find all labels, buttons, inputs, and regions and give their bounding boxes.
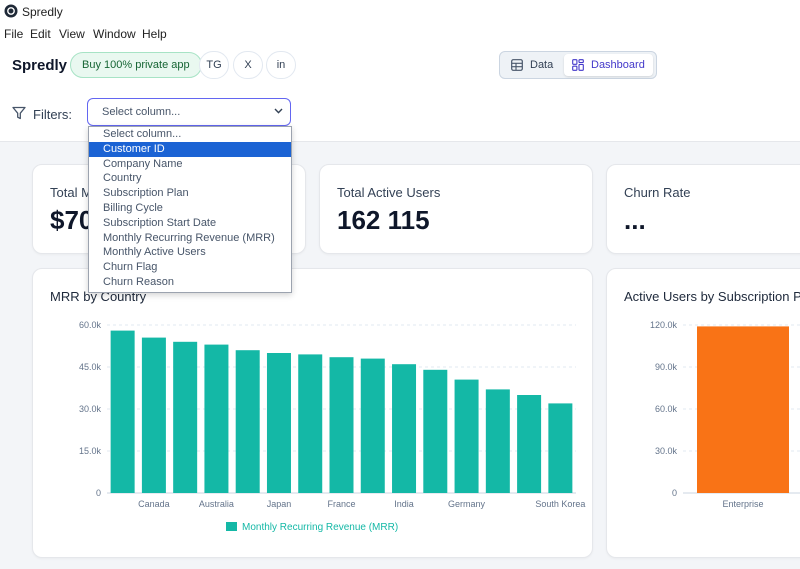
tab-dashboard[interactable]: Dashboard [564,54,653,76]
tab-dashboard-label: Dashboard [591,59,645,71]
bar-netherlands[interactable] [298,354,323,493]
kpi-value: $70 [50,205,94,235]
x-button[interactable]: X [233,51,263,79]
option-select-column[interactable]: Select column... [103,128,182,140]
y-tick-label: 60.0k [79,320,102,330]
option-subscription-plan[interactable]: Subscription Plan [103,187,189,200]
app-header: Spredly Buy 100% private app TG X in Dat… [0,44,800,87]
chart-card-mrr-by-country: MRR by Country 60.0k 45.0k 30.0k 15.0k 0 Cana… [32,268,593,558]
menu-edit[interactable]: Edit [30,27,51,41]
bar-germany[interactable] [454,379,479,493]
legend-swatch [226,522,237,531]
bar-enterprise[interactable] [697,326,789,493]
kpi-title: Total Active Users [337,185,441,200]
bar-united-states[interactable] [110,330,135,493]
kpi-value: 162 115 [337,205,430,235]
option-company-name[interactable]: Company Name [103,157,183,170]
bar-india[interactable] [392,364,417,493]
users-bar-chart: 120.0k 90.0k 60.0k 30.0k 0 Enterprise [650,320,800,509]
kpi-card-active-users: Total Active Users 162 115 [319,164,593,254]
bar-united-kingdom[interactable] [173,341,198,493]
menu-bar: File Edit View Window Help [0,24,800,44]
bar-south-korea[interactable] [548,403,573,493]
option-mrr[interactable]: Monthly Recurring Revenue (MRR) [103,231,275,244]
window-title: Spredly [22,5,63,19]
x-tick-label: Germany [448,499,486,509]
view-toggle: Data Dashboard [499,51,657,79]
buy-private-app-button[interactable]: Buy 100% private app [70,52,202,78]
bar-canada[interactable] [141,337,166,493]
y-tick-label: 15.0k [79,446,102,456]
table-icon [511,59,523,71]
kpi-title: Churn Rate [624,185,691,200]
menu-help[interactable]: Help [142,27,167,41]
tab-data-label: Data [530,59,554,71]
x-tick-label: France [327,499,355,509]
y-tick-label: 60.0k [655,404,678,414]
bar-italy[interactable] [517,395,542,493]
x-tick-label: Canada [138,499,170,509]
chart-card-users-by-plan: Active Users by Subscription Pla 120.0k 9… [606,268,800,558]
bar-brazil[interactable] [235,350,260,493]
chart-title: Active Users by Subscription Pla [624,289,800,304]
y-tick-label: 90.0k [655,362,678,372]
bar-france[interactable] [329,357,354,493]
telegram-button[interactable]: TG [199,51,229,79]
brand-title: Spredly [12,57,68,74]
bar-mexico[interactable] [360,358,385,493]
tab-data[interactable]: Data [503,54,561,76]
option-country[interactable]: Country [103,172,142,185]
option-monthly-active-users[interactable]: Monthly Active Users [103,246,206,259]
bar-australia[interactable] [204,344,229,493]
filter-column-select[interactable]: Select column... [87,98,291,126]
filter-select-value: Select column... [102,106,181,118]
chevron-down-icon [274,108,283,114]
window-titlebar: Spredly [0,0,800,24]
filter-label: Filters: [33,107,72,122]
bar-singapore[interactable] [485,389,510,493]
dashboard-icon [572,59,584,71]
y-tick-label: 30.0k [79,404,102,414]
option-billing-cycle[interactable]: Billing Cycle [103,202,163,214]
y-tick-label: 30.0k [655,446,678,456]
bar-japan[interactable] [266,353,291,493]
x-tick-label: Australia [199,499,234,509]
y-tick-label: 45.0k [79,362,102,372]
option-churn-reason[interactable]: Churn Reason [103,276,174,288]
app-logo-icon [4,4,18,18]
kpi-card-churn-rate: Churn Rate ... [606,164,800,254]
linkedin-button[interactable]: in [266,51,296,79]
menu-view[interactable]: View [59,27,85,41]
x-tick-label: Enterprise [722,499,763,509]
bar-spain[interactable] [423,369,448,493]
y-tick-label: 0 [96,488,101,498]
kpi-value: ... [624,205,646,235]
kpi-title: Total M [50,185,92,200]
option-customer-id[interactable]: Customer ID [89,141,291,157]
x-tick-label: India [394,499,414,509]
y-tick-label: 0 [672,488,677,498]
chart-legend[interactable]: Monthly Recurring Revenue (MRR) [226,522,398,533]
x-tick-label: South Korea [535,499,585,509]
menu-file[interactable]: File [4,27,24,41]
filter-column-dropdown: Select column... Customer ID Company Nam… [88,126,292,293]
filter-icon [12,106,26,120]
option-subscription-start-date[interactable]: Subscription Start Date [103,216,217,229]
option-churn-flag[interactable]: Churn Flag [103,261,158,274]
menu-window[interactable]: Window [93,27,136,41]
y-tick-label: 120.0k [650,320,678,330]
legend-label: Monthly Recurring Revenue (MRR) [242,522,399,533]
mrr-bar-chart: 60.0k 45.0k 30.0k 15.0k 0 Canada Australia Japa… [79,320,585,509]
x-tick-label: Japan [267,499,292,509]
